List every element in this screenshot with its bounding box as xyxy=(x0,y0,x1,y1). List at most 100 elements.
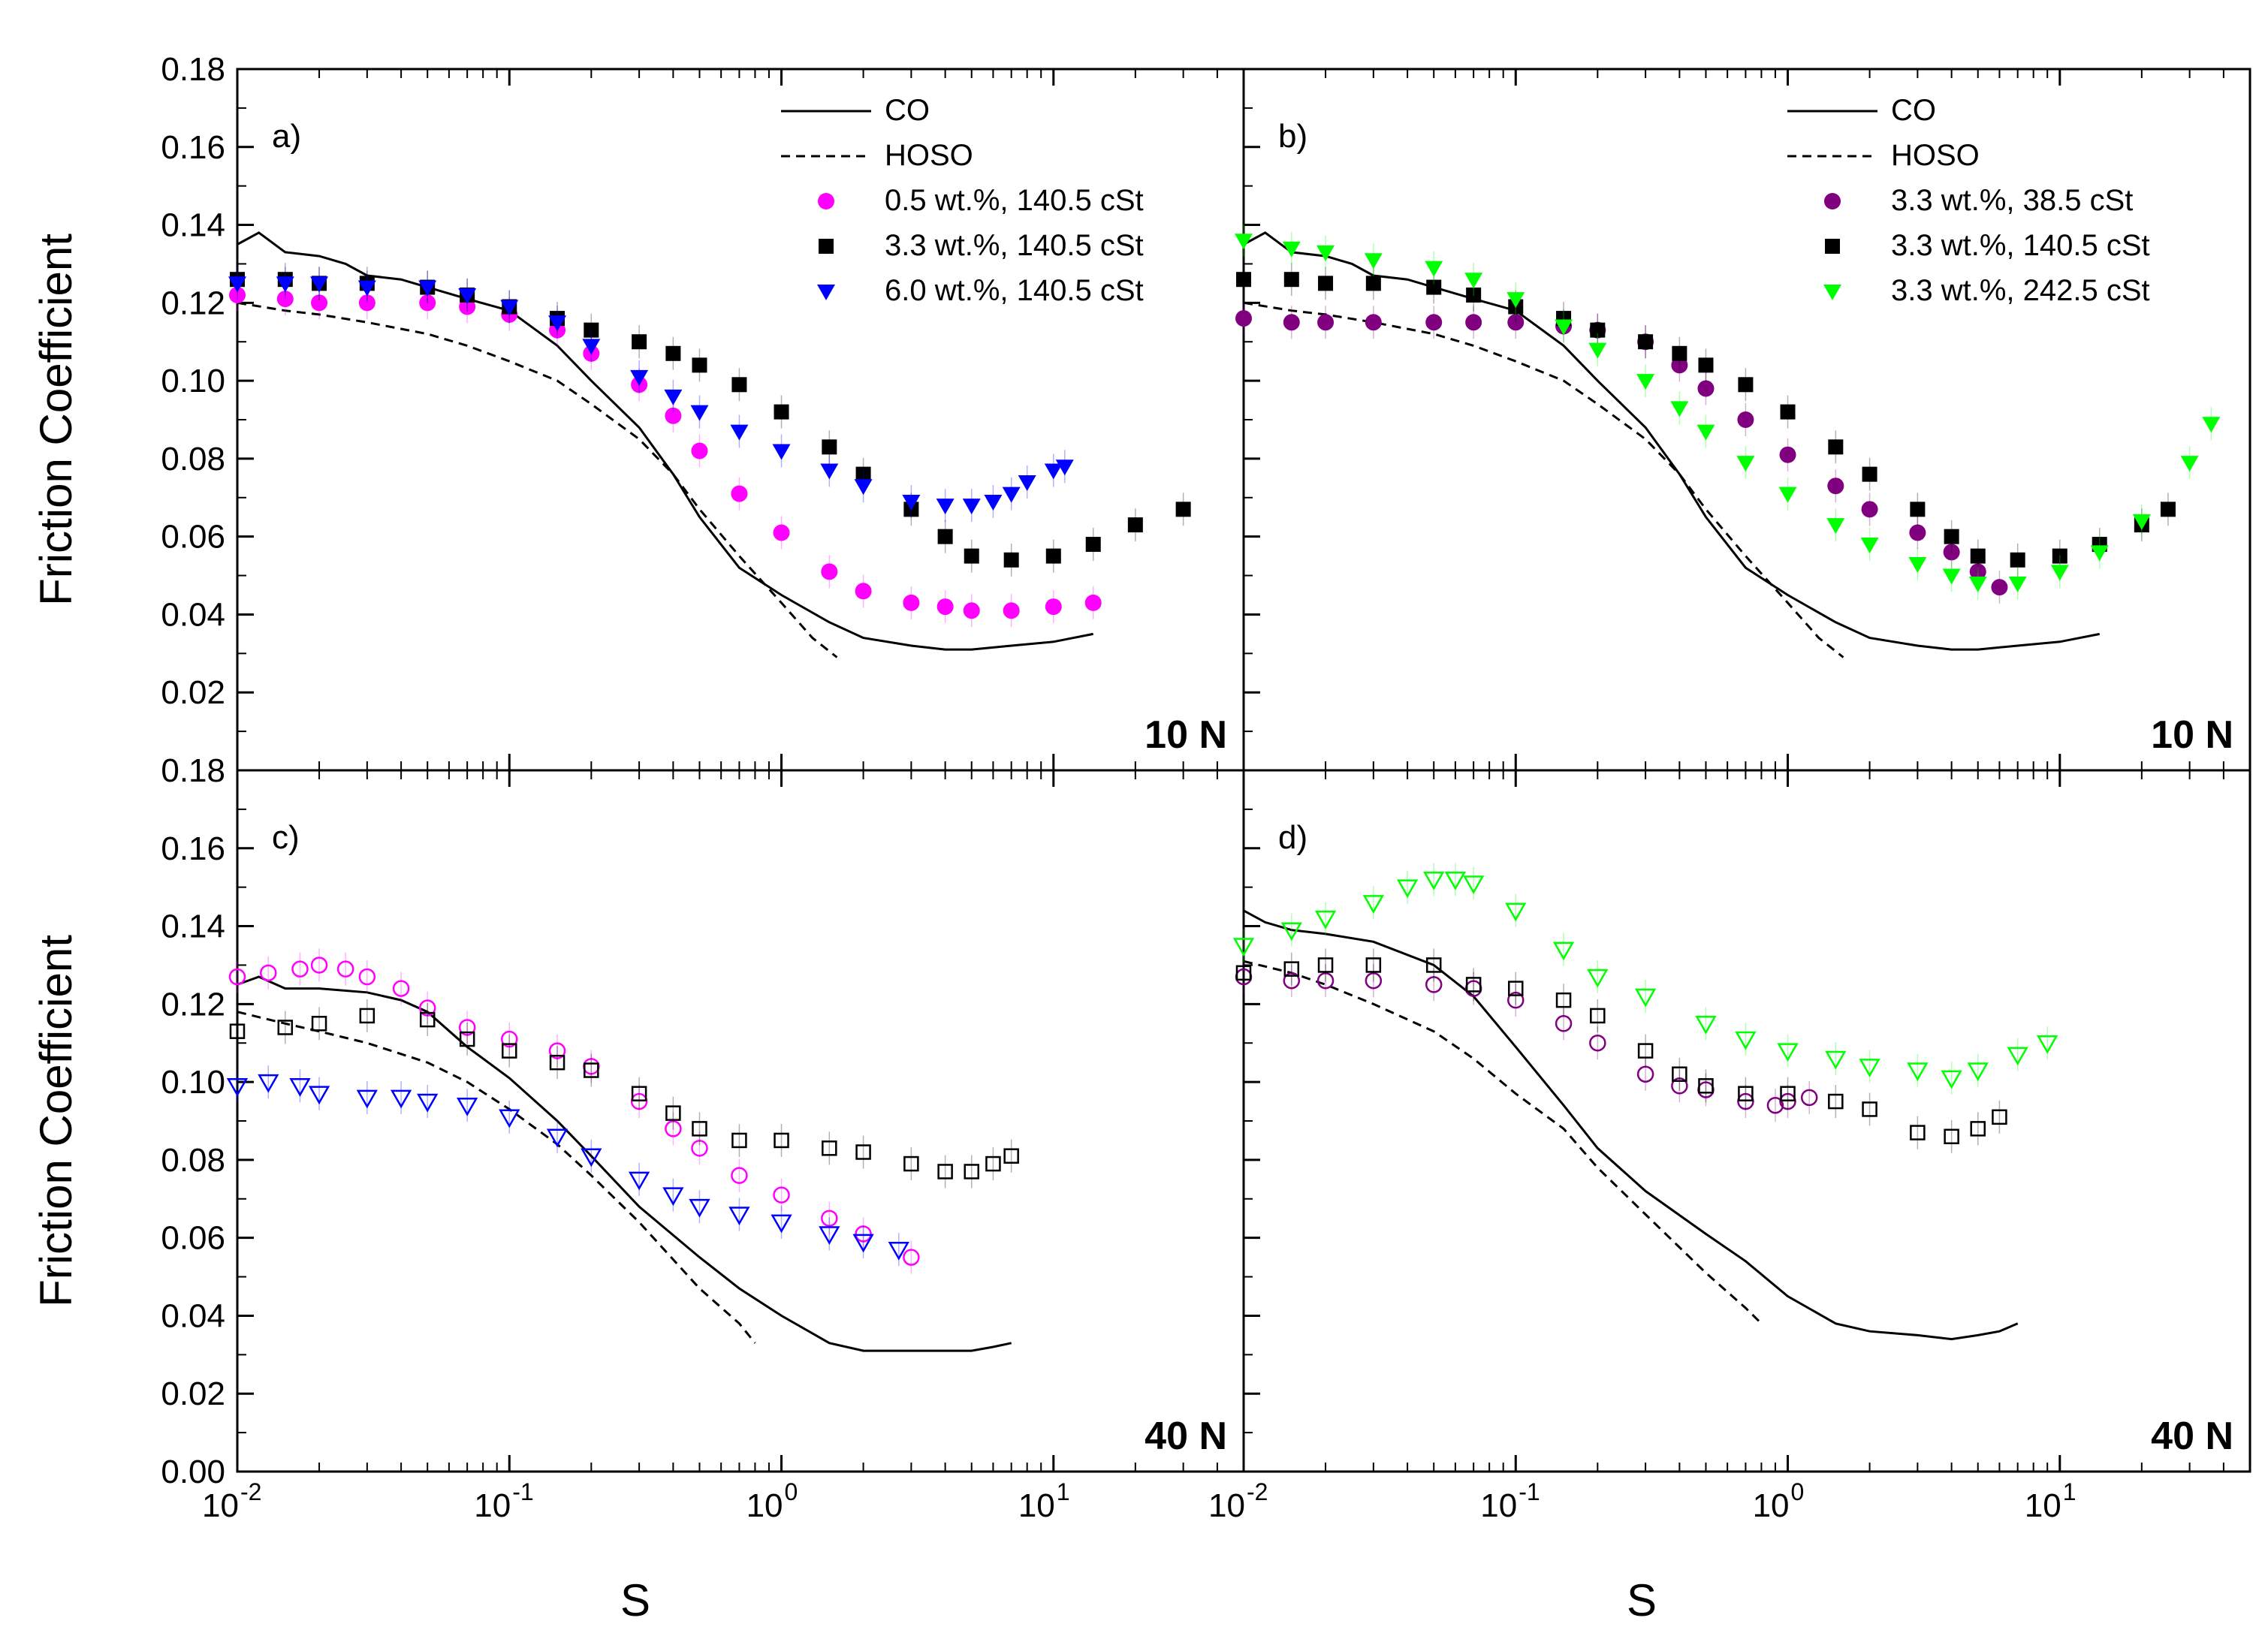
data-point xyxy=(1282,241,1301,258)
data-point xyxy=(1969,563,1986,580)
series-1 xyxy=(237,301,838,658)
data-point xyxy=(2050,565,2069,581)
data-point xyxy=(1637,1043,1654,1059)
legend-label: 3.3 wt.%, 242.5 cSt xyxy=(1891,274,2150,307)
legend-item: HOSO xyxy=(781,139,973,172)
data-point xyxy=(1044,463,1063,480)
data-point xyxy=(1555,319,1573,336)
data-point xyxy=(936,598,954,616)
data-point xyxy=(1002,487,1021,503)
x-tick-label-base: 10 xyxy=(2025,1487,2061,1524)
data-point xyxy=(548,315,567,332)
data-point xyxy=(418,280,437,297)
data-point xyxy=(628,1171,650,1191)
y-tick-label: 0.16 xyxy=(161,830,225,867)
legend-label: HOSO xyxy=(1891,139,1980,172)
data-point xyxy=(664,389,683,405)
data-point xyxy=(1859,1059,1880,1077)
data-point xyxy=(2160,502,2176,517)
data-point xyxy=(1970,548,1986,564)
data-point xyxy=(1425,957,1442,973)
x-tick-label-exponent: 1 xyxy=(2063,1478,2076,1505)
legend-item: 3.3 wt.%, 140.5 cSt xyxy=(1825,229,2150,262)
data-point xyxy=(1283,961,1300,977)
data-point xyxy=(2010,552,2025,568)
data-point xyxy=(228,276,246,293)
data-point xyxy=(665,345,681,361)
data-point xyxy=(1396,879,1419,899)
data-point xyxy=(228,968,246,986)
series-0 xyxy=(237,975,1012,1352)
data-point xyxy=(1910,1125,1926,1140)
data-point xyxy=(2132,514,2151,530)
data-point xyxy=(1737,411,1754,428)
data-point xyxy=(1365,314,1382,331)
data-point xyxy=(1779,1092,1796,1110)
data-point xyxy=(1910,502,1926,517)
data-point xyxy=(1508,981,1524,996)
data-point xyxy=(459,298,476,315)
data-point xyxy=(419,1011,436,1028)
panel-letter: d) xyxy=(1278,819,1307,856)
series-line xyxy=(1243,909,2019,1341)
data-point xyxy=(359,1008,375,1024)
data-point xyxy=(1505,902,1527,922)
x-tick-label-base: 10 xyxy=(474,1487,511,1524)
y-axis-title: Friction Coefficient xyxy=(31,233,81,606)
series-line xyxy=(237,975,1012,1352)
legend-marker xyxy=(819,239,834,254)
data-point xyxy=(1672,345,1687,361)
y-tick-label: 0.00 xyxy=(161,1454,225,1490)
data-point xyxy=(311,294,328,312)
data-point xyxy=(229,1023,246,1039)
data-point xyxy=(276,276,294,293)
data-point xyxy=(456,1097,478,1116)
data-point xyxy=(855,466,871,482)
data-point xyxy=(1862,1101,1877,1117)
data-point xyxy=(731,377,747,393)
data-point xyxy=(1466,287,1482,303)
panel-letter: b) xyxy=(1278,118,1307,155)
legend-item: CO xyxy=(1787,94,1936,127)
data-point xyxy=(1780,404,1796,420)
data-point xyxy=(1862,466,1877,482)
data-point xyxy=(276,291,294,308)
data-point xyxy=(1671,1077,1688,1095)
data-point xyxy=(458,1019,476,1036)
data-point xyxy=(1826,518,1845,535)
data-point xyxy=(1555,1015,1573,1032)
data-point xyxy=(1992,1109,2007,1125)
y-tick-label: 0.06 xyxy=(161,1220,225,1257)
data-point xyxy=(1908,556,1927,573)
data-point xyxy=(1423,872,1445,890)
series-1 xyxy=(1243,301,1844,658)
data-point xyxy=(774,404,789,420)
series-line xyxy=(237,301,838,658)
data-point xyxy=(1828,1093,1844,1110)
data-point xyxy=(1283,314,1300,331)
series-line xyxy=(237,231,1093,651)
data-point xyxy=(1697,380,1715,397)
load-label: 10 N xyxy=(1145,713,1227,757)
data-point xyxy=(1365,957,1382,973)
legend-marker xyxy=(1825,239,1840,254)
data-point xyxy=(1670,401,1689,417)
series-line xyxy=(237,1011,756,1344)
y-tick-label: 0.18 xyxy=(161,752,225,789)
series-3 xyxy=(1235,948,2007,1153)
data-point xyxy=(1909,524,1926,541)
data-point xyxy=(1506,292,1525,309)
series-line xyxy=(1243,960,1763,1324)
data-point xyxy=(2052,548,2067,564)
data-point xyxy=(1860,538,1879,554)
legend-item: 3.3 wt.%, 242.5 cSt xyxy=(1823,274,2150,307)
data-point xyxy=(358,294,375,312)
data-point xyxy=(854,479,873,496)
data-point xyxy=(418,999,436,1017)
data-point xyxy=(1318,276,1334,291)
data-point xyxy=(728,1207,750,1226)
data-point xyxy=(2007,1047,2028,1066)
series-2 xyxy=(229,278,1102,628)
series-1 xyxy=(237,1011,756,1344)
